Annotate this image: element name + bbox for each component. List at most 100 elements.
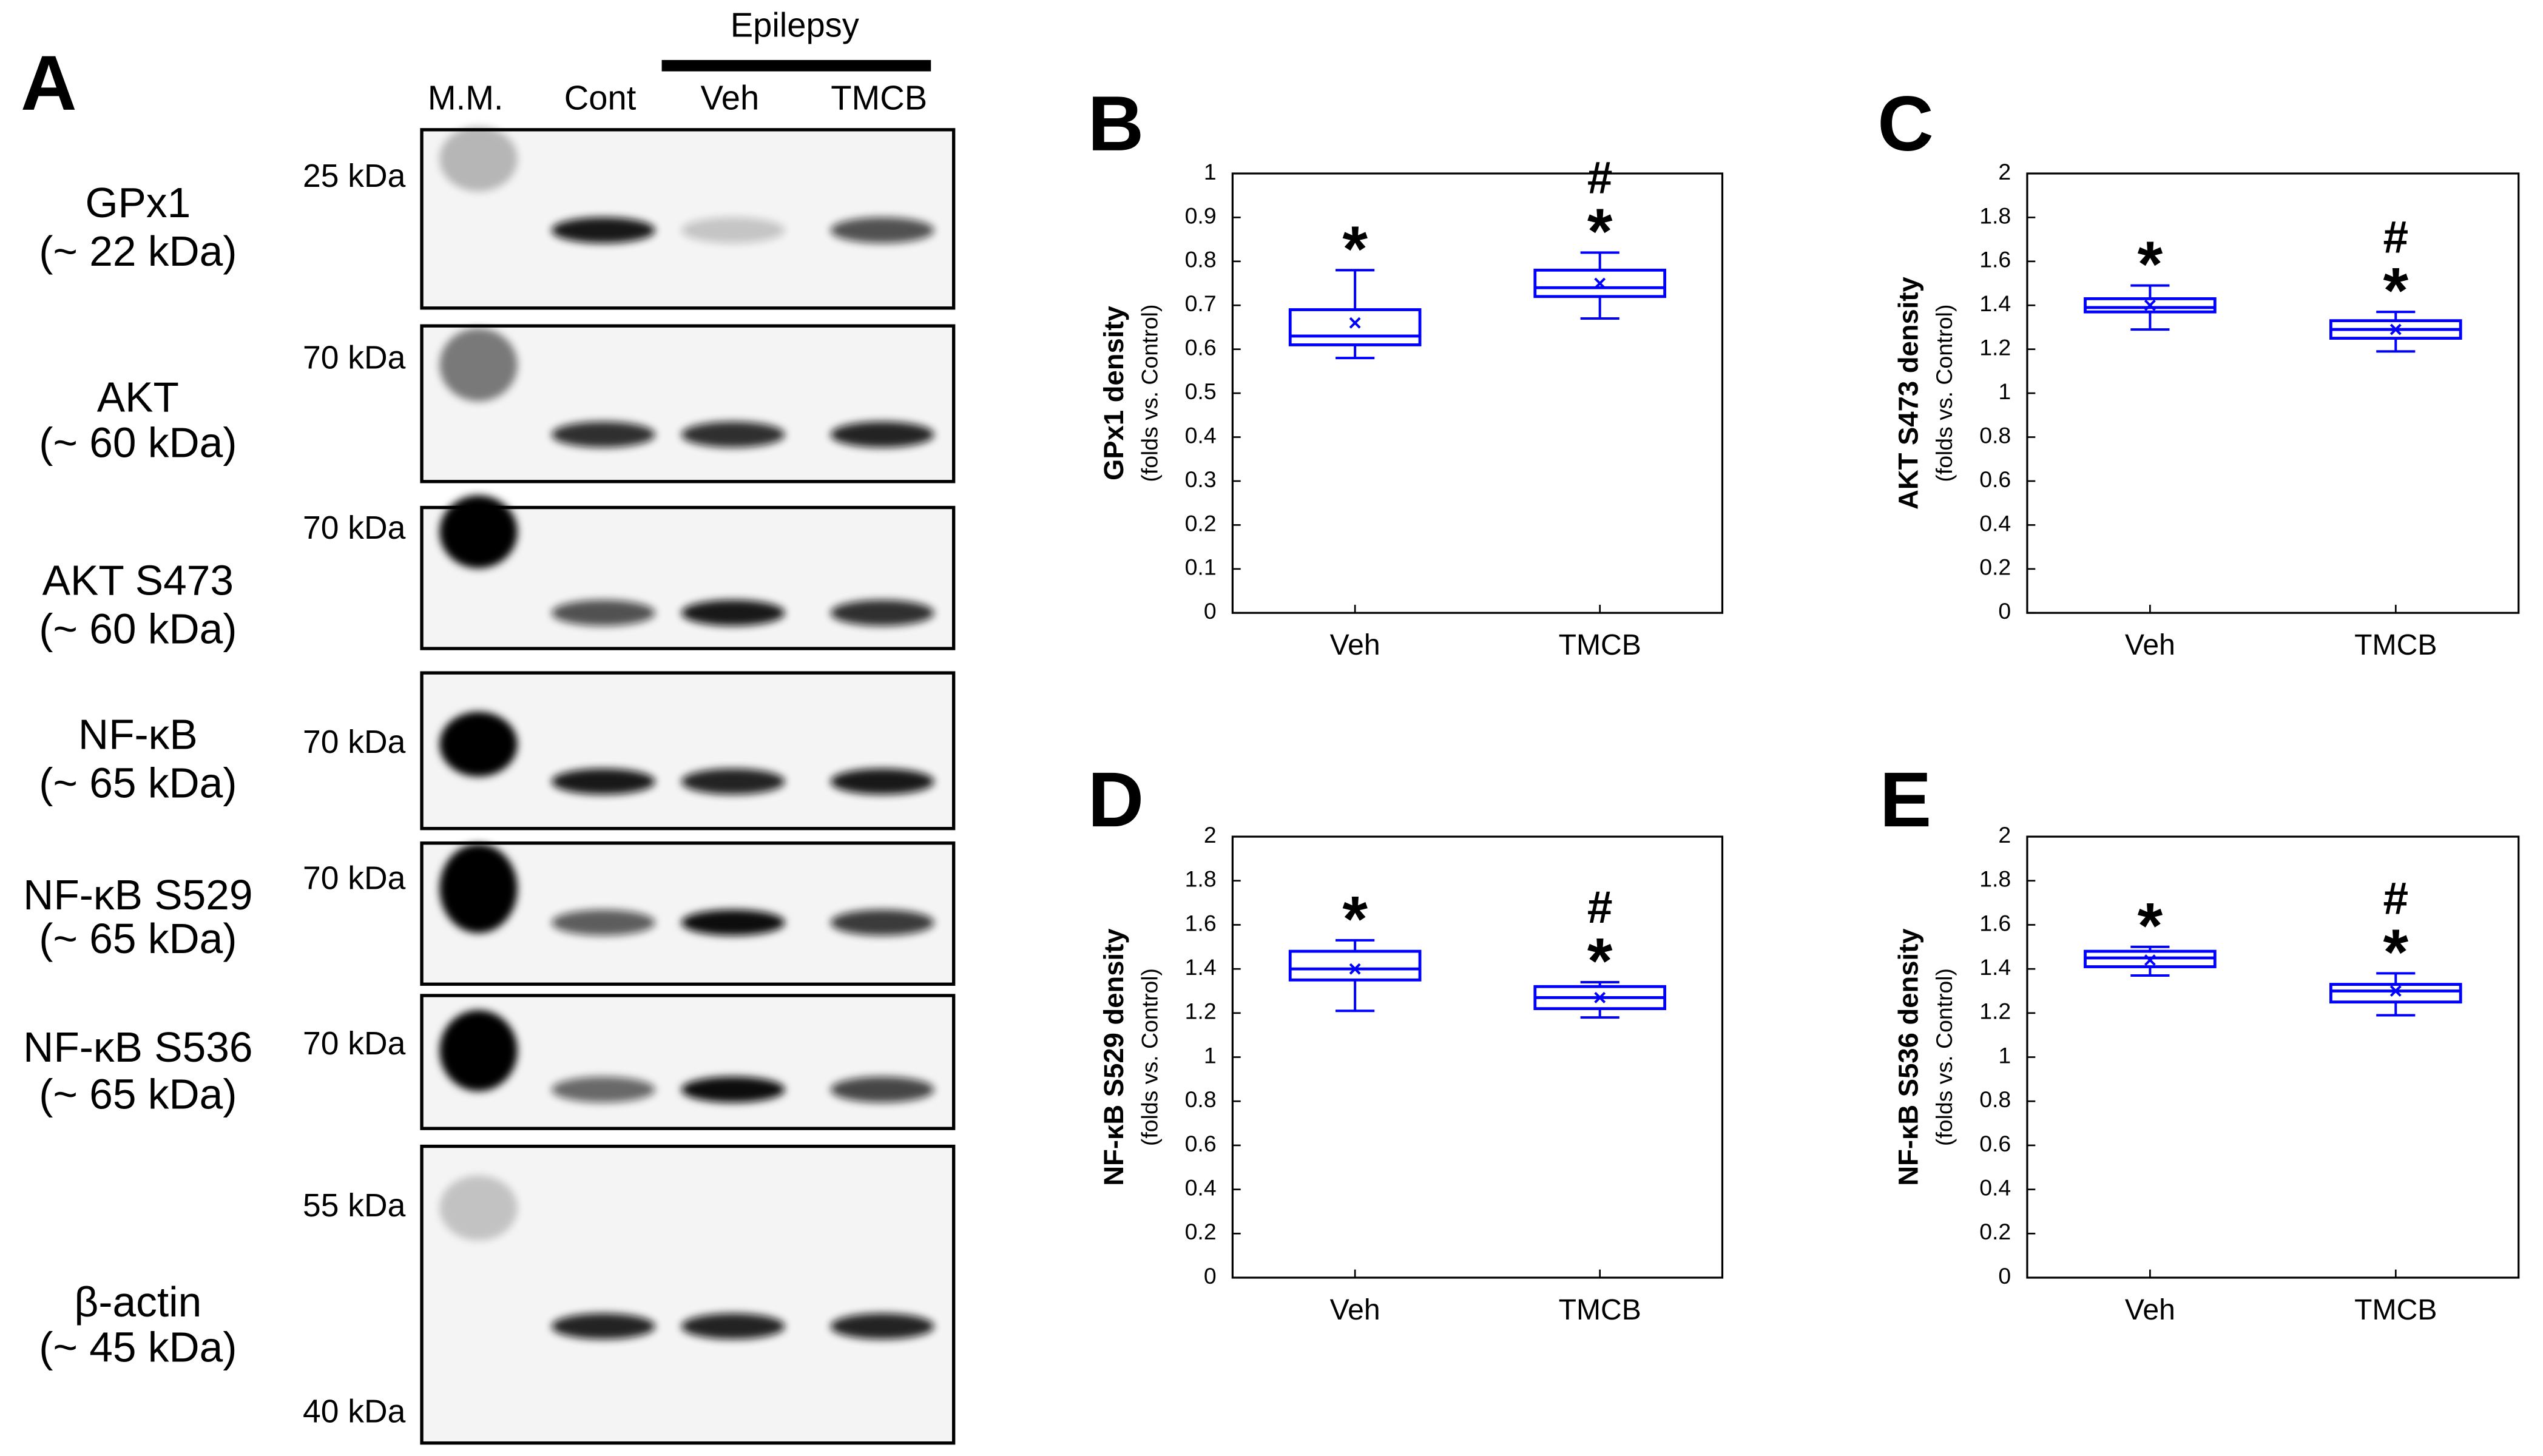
significance-mark: * (2383, 915, 2408, 988)
y-tick-label: 0.4 (1979, 510, 2011, 536)
y-tick-label: 1.2 (1979, 999, 2011, 1024)
y-tick-label: 0.5 (1185, 379, 1217, 404)
protein-size: (~ 65 kDa) (39, 1071, 237, 1118)
y-tick-label: 0.6 (1979, 467, 2011, 492)
marker-label: 25 kDa (303, 158, 406, 194)
y-tick-label: 0.2 (1185, 1219, 1217, 1244)
y-axis-title: AKT S473 density (1893, 277, 1924, 510)
protein-band (830, 768, 934, 795)
y-tick-label: 0.8 (1185, 1087, 1217, 1112)
marker-band (439, 328, 518, 402)
mean-marker (2144, 954, 2156, 966)
marker-band (439, 126, 518, 192)
protein-size: (~ 45 kDa) (39, 1324, 237, 1371)
lane-label: M.M. (428, 79, 504, 117)
marker-band (439, 844, 518, 934)
x-tick-label: Veh (2125, 629, 2175, 661)
panel-letter: D (1088, 757, 1144, 843)
protein-size: (~ 65 kDa) (39, 760, 237, 807)
axes-frame (2026, 172, 2520, 614)
axes-frame (2026, 835, 2520, 1279)
y-tick-label: 0.6 (1979, 1131, 2011, 1156)
x-tick-label: TMCB (2354, 1293, 2437, 1326)
y-axis-subtitle: (folds vs. Control) (1931, 305, 1957, 482)
protein-band (681, 421, 785, 448)
mean-marker (2144, 299, 2156, 311)
protein-label: GPx1 (85, 179, 191, 226)
box (1288, 308, 1422, 346)
y-tick-label: 1.8 (1979, 866, 2011, 892)
y-tick-label: 0.9 (1185, 203, 1217, 228)
lane-label: Cont (564, 79, 637, 117)
y-tick-label: 0.7 (1185, 291, 1217, 316)
x-tick-label: Veh (2125, 1293, 2175, 1326)
y-tick-label: 1.6 (1185, 910, 1217, 935)
group-label: Epilepsy (731, 5, 859, 44)
significance-mark: * (1342, 882, 1368, 955)
protein-band (830, 1076, 934, 1103)
x-tick-label: TMCB (2354, 629, 2437, 661)
protein-size: (~ 65 kDa) (39, 915, 237, 962)
y-axis-title: NF-κB S529 density (1098, 928, 1129, 1186)
y-tick-label: 0.2 (1185, 510, 1217, 536)
y-tick-label: 1.6 (1979, 247, 2011, 272)
y-tick-label: 0 (1998, 598, 2011, 624)
marker-band (439, 1175, 518, 1241)
y-tick-label: 1.6 (1979, 910, 2011, 935)
marker-band (439, 712, 518, 777)
y-tick-label: 1 (1998, 1042, 2011, 1068)
y-tick-label: 0.4 (1979, 1175, 2011, 1200)
x-tick-label: Veh (1330, 1293, 1380, 1326)
protein-band (681, 768, 785, 795)
marker-label: 70 kDa (303, 510, 406, 546)
mean-marker (2389, 985, 2402, 997)
y-tick-label: 0 (1998, 1263, 2011, 1289)
panel-letter: C (1877, 81, 1934, 167)
protein-label: NF-κB S529 (23, 871, 252, 918)
y-tick-label: 1.2 (1185, 999, 1217, 1024)
y-tick-label: 1.8 (1185, 866, 1217, 892)
protein-label: β-actin (74, 1278, 201, 1326)
y-axis-subtitle: (folds vs. Control) (1137, 305, 1163, 482)
marker-label: 70 kDa (303, 1026, 406, 1062)
y-tick-label: 1.4 (1979, 954, 2011, 980)
y-tick-label: 1 (1204, 159, 1217, 184)
marker-label: 70 kDa (303, 724, 406, 760)
mean-marker (1594, 277, 1606, 289)
protein-band (830, 909, 934, 936)
y-tick-label: 0.4 (1185, 1175, 1217, 1200)
y-tick-label: 1.2 (1979, 335, 2011, 360)
protein-band (830, 1313, 934, 1340)
protein-size: (~ 60 kDa) (39, 605, 237, 653)
y-tick-label: 1 (1204, 1042, 1217, 1068)
protein-band (681, 1076, 785, 1103)
y-tick-label: 2 (1998, 159, 2011, 184)
protein-label: AKT (97, 373, 179, 420)
protein-band (551, 421, 655, 448)
panel-letter: B (1088, 81, 1144, 167)
y-tick-label: 2 (1998, 822, 2011, 848)
protein-band (551, 909, 655, 936)
lane-label: Veh (700, 79, 759, 117)
y-tick-label: 1.8 (1979, 203, 2011, 228)
y-tick-label: 2 (1204, 822, 1217, 848)
y-tick-label: 0.6 (1185, 335, 1217, 360)
mean-marker (1594, 991, 1606, 1003)
y-tick-label: 0.2 (1979, 554, 2011, 580)
significance-mark: * (2383, 254, 2408, 327)
y-tick-label: 0.4 (1185, 422, 1217, 448)
y-axis-title: NF-κB S536 density (1893, 928, 1924, 1186)
significance-mark: # (1587, 881, 1613, 932)
panel-letter: A (21, 40, 77, 127)
blot-frame (420, 994, 956, 1130)
protein-size: (~ 22 kDa) (39, 228, 237, 275)
axes-frame (1231, 172, 1724, 614)
protein-band (551, 1076, 655, 1103)
significance-mark: * (1587, 924, 1613, 997)
marker-label: 70 kDa (303, 860, 406, 896)
protein-band (551, 768, 655, 795)
y-axis-subtitle: (folds vs. Control) (1137, 968, 1163, 1146)
y-tick-label: 0.3 (1185, 467, 1217, 492)
y-tick-label: 0.8 (1185, 247, 1217, 272)
